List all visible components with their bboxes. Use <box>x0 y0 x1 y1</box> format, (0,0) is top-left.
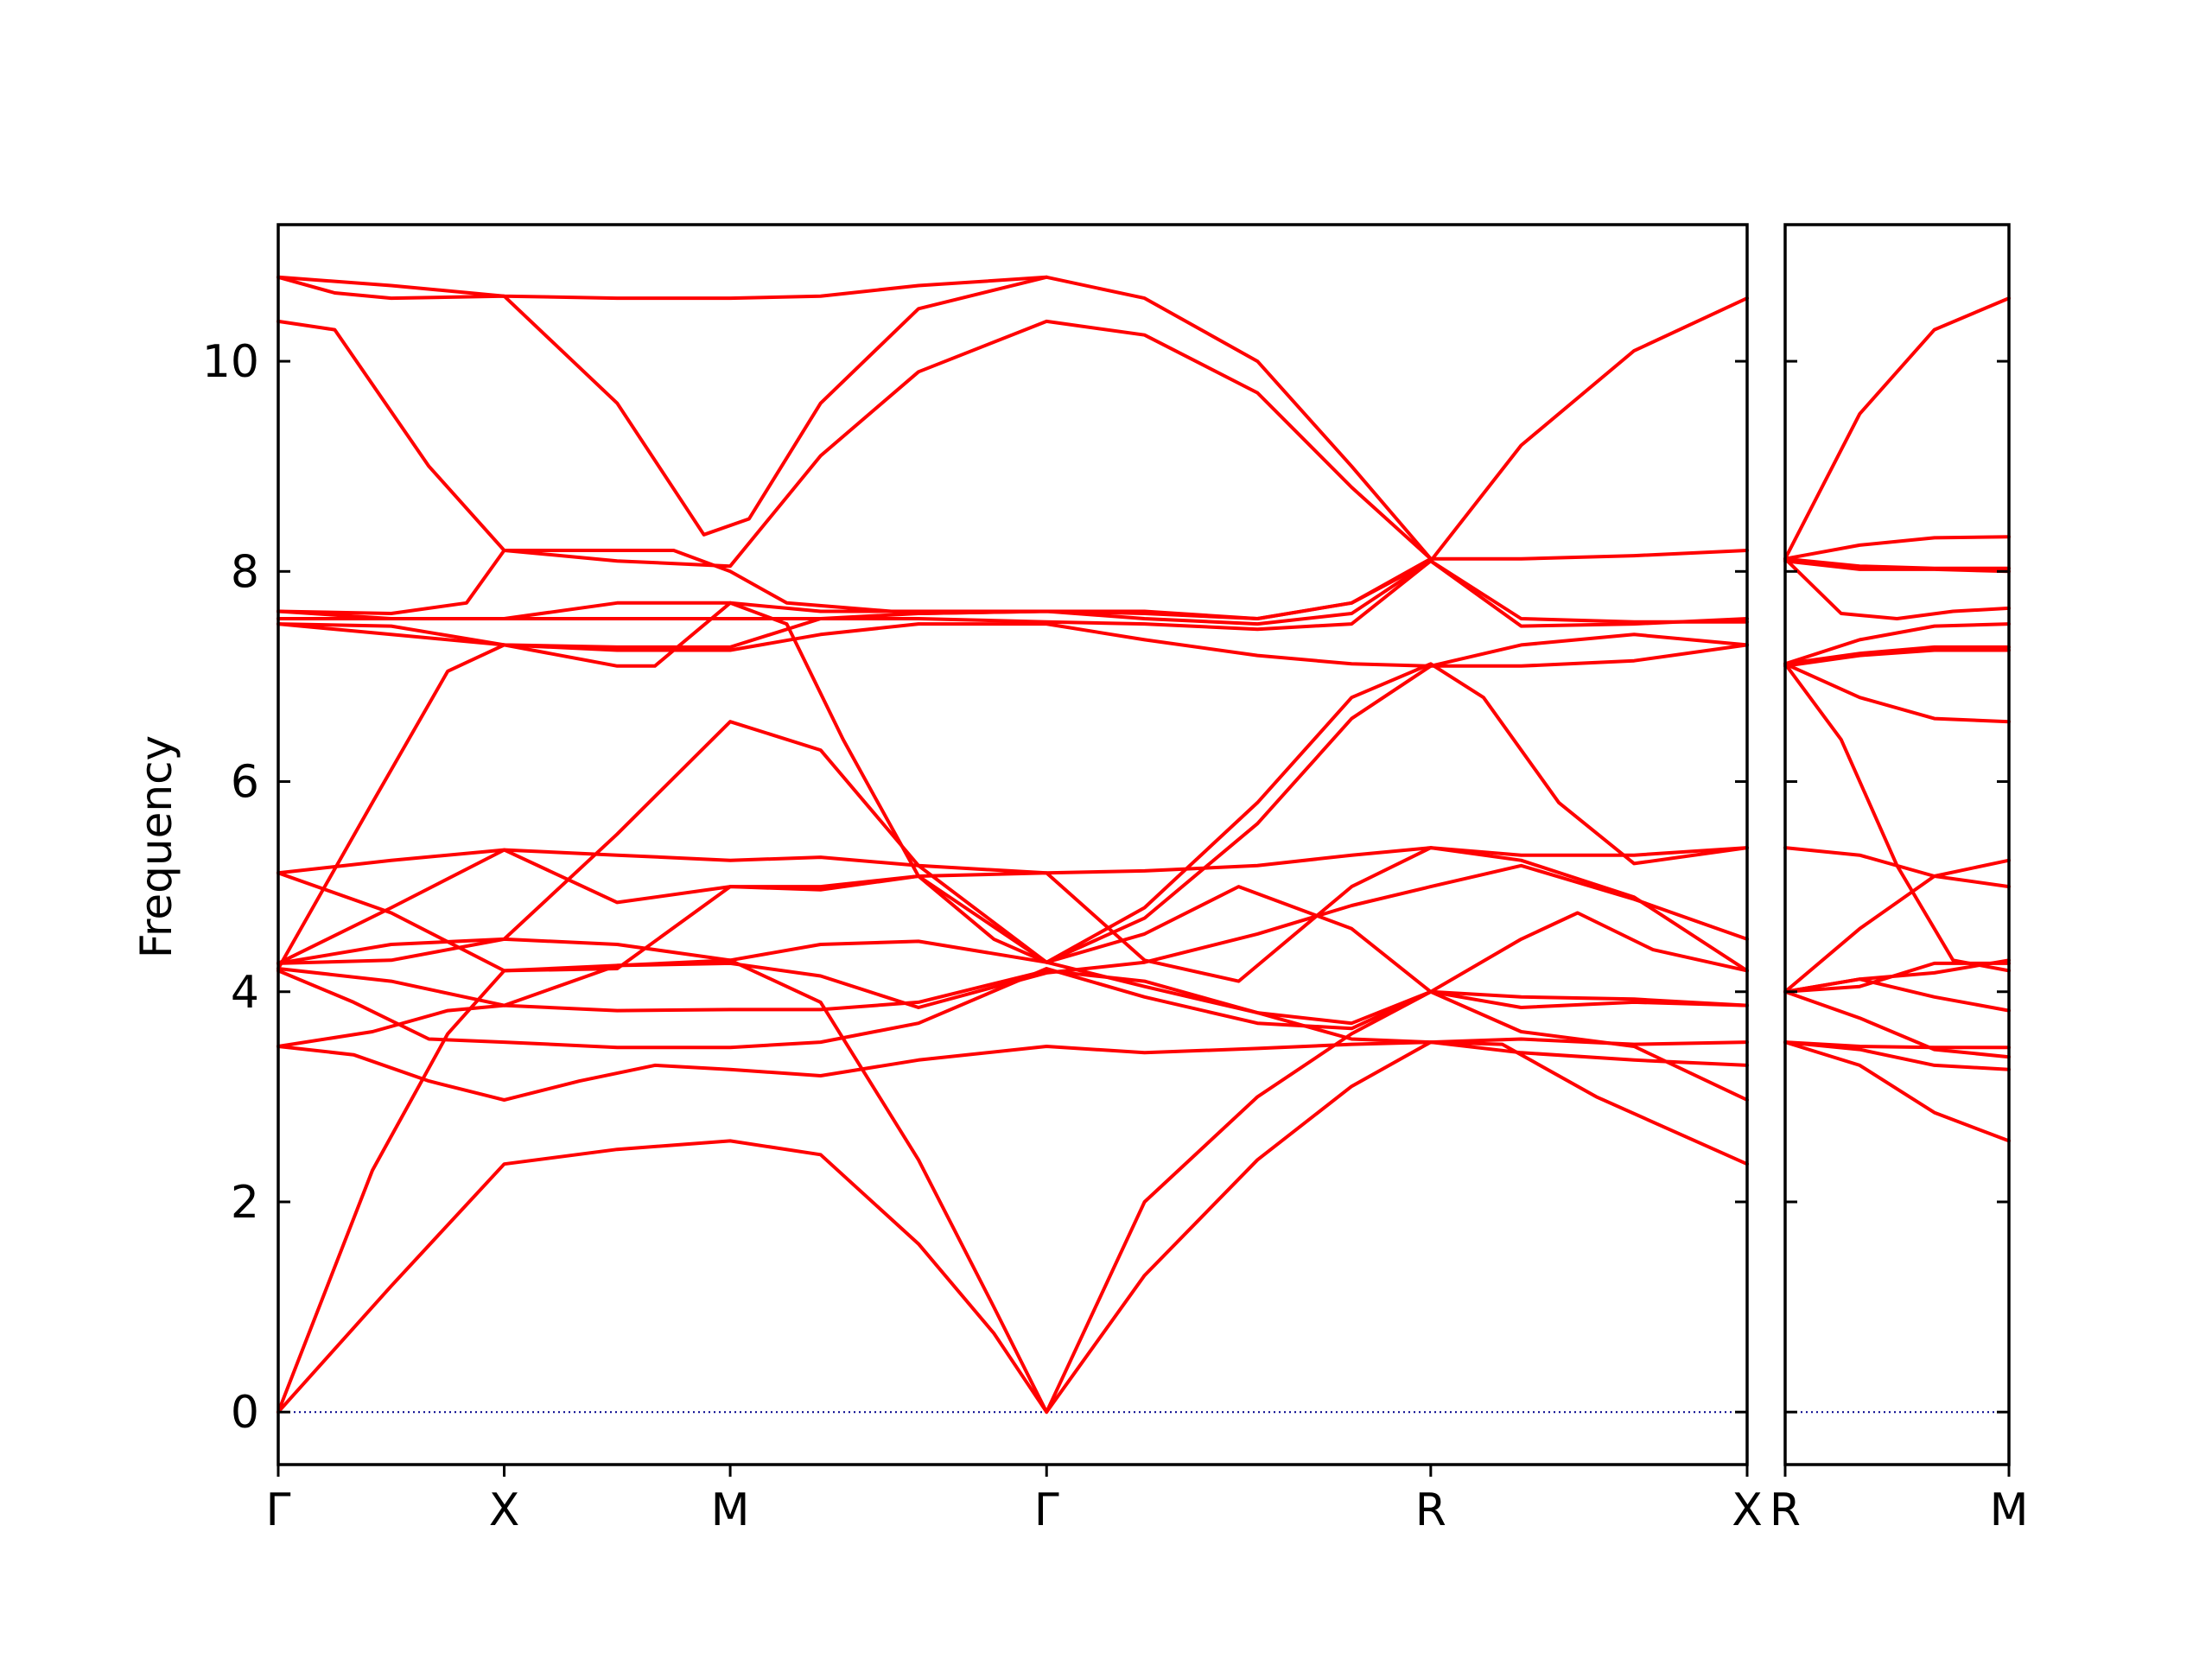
band-line-16 <box>276 549 1749 620</box>
band-line-3 <box>276 1037 1749 1102</box>
band-line-17 <box>276 296 1749 620</box>
band-line-20 <box>276 275 1049 301</box>
x-tick-label: M <box>1990 1484 2029 1536</box>
band-line-14 <box>276 559 1749 649</box>
band-line-13 <box>1783 645 2011 666</box>
band-line-15 <box>1783 556 2011 620</box>
band-line-7 <box>276 937 1749 1067</box>
x-tick-label: R <box>1770 1484 1801 1536</box>
panel-main: 0 2 4 6 8 10 Γ X M Γ R X <box>202 223 1763 1536</box>
band-line-19 <box>276 275 1433 561</box>
y-tick-label: 4 <box>231 967 259 1019</box>
band-line-8 <box>1783 858 2011 994</box>
band-line-14 <box>1783 622 2011 666</box>
band-line-1 <box>276 1040 1749 1414</box>
band-line-4 <box>1783 989 2011 1059</box>
band-line-5 <box>276 967 1749 1050</box>
x-tick-label: Γ <box>1034 1484 1059 1536</box>
x-tick-label: Γ <box>266 1484 291 1536</box>
plot-frame <box>276 223 1749 1466</box>
plot-frame <box>1783 223 2011 1466</box>
x-tick-label: X <box>489 1484 520 1536</box>
band-line-19 <box>1783 296 2011 561</box>
band-line-2 <box>276 911 1749 1414</box>
y-axis-label: Frequency <box>131 735 181 958</box>
band-line-4 <box>276 969 1749 1102</box>
y-tick-label: 6 <box>231 757 259 809</box>
band-line-7 <box>1783 977 2011 1013</box>
y-tick-label: 0 <box>231 1387 259 1439</box>
band-line-11 <box>1783 662 2011 724</box>
band-line-10 <box>1783 662 2011 973</box>
y-tick-label: 8 <box>231 546 259 598</box>
y-tick-label: 2 <box>231 1177 259 1229</box>
y-tick-label: 10 <box>202 336 259 388</box>
band-line-3 <box>1783 1040 2011 1050</box>
band-line-1 <box>1783 1040 2011 1143</box>
x-tick-label: M <box>711 1484 750 1536</box>
band-line-18 <box>276 319 1433 569</box>
band-line-13 <box>276 601 1749 964</box>
band-line-18 <box>1783 535 2011 561</box>
band-line-17 <box>1783 559 2011 574</box>
band-line-12 <box>276 632 1749 965</box>
x-tick-label: X <box>1732 1484 1763 1536</box>
band-line-6 <box>276 863 1749 1009</box>
band-line-9 <box>276 846 1749 983</box>
band-line-16 <box>1783 556 2011 570</box>
band-line-12 <box>1783 648 2011 668</box>
x-tick-label: R <box>1415 1484 1446 1536</box>
band-line-11 <box>276 622 1749 970</box>
band-line-15 <box>276 559 1749 632</box>
